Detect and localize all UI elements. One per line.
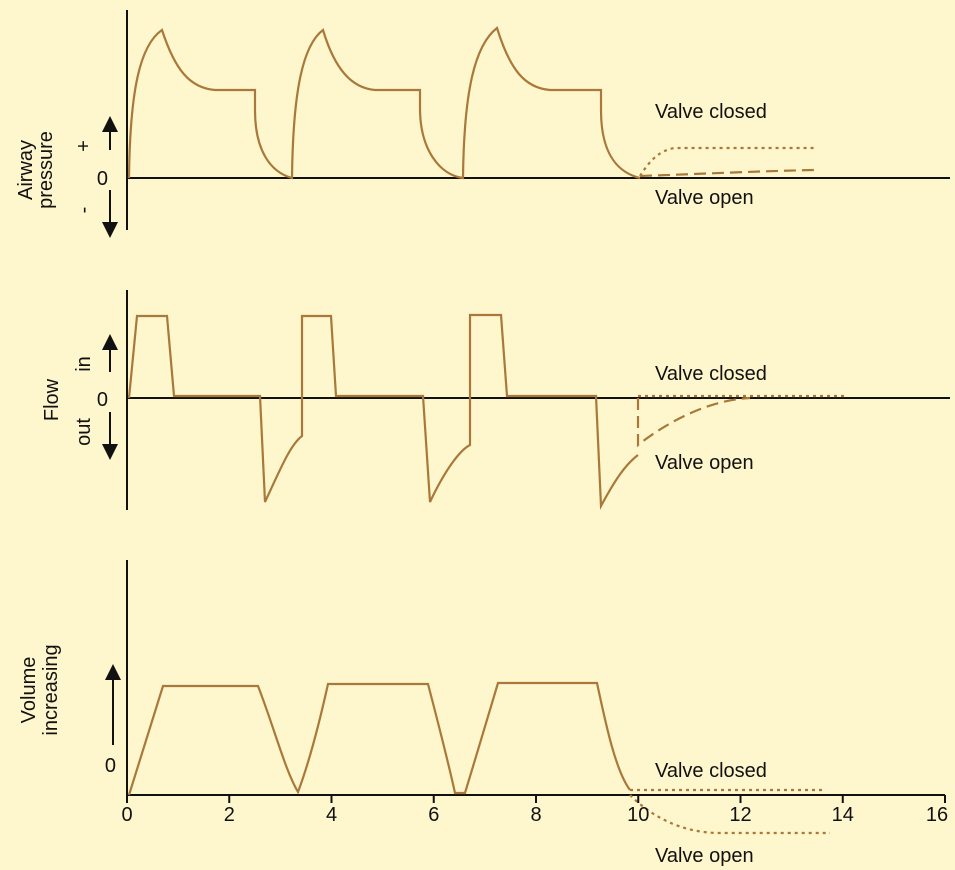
x-tick-label: 6 [428, 804, 439, 826]
pressure-panel: Airway pressure + - 0 Valve closed Valve… [15, 10, 950, 238]
x-tick-label: 12 [729, 804, 751, 826]
zero-label: 0 [97, 168, 108, 190]
x-ticks: 0 2 4 6 8 10 12 14 16 [121, 795, 948, 826]
out-label: out [73, 418, 95, 446]
y-label: Flow [41, 378, 63, 421]
flow-panel: Flow in out 0 Valve closed Valve open [41, 290, 950, 511]
x-tick-label: 16 [926, 804, 948, 826]
valve-closed-label: Valve closed [655, 101, 767, 123]
x-tick-label: 14 [832, 804, 854, 826]
out-label: - [73, 207, 95, 214]
zero-label: 0 [97, 389, 108, 411]
volume-panel: Volume increasing 0 Valve closed Valve o… [18, 560, 948, 867]
valve-closed-label: Valve closed [655, 363, 767, 385]
y-label: Volume [18, 657, 40, 724]
valve-closed-label: Valve closed [655, 760, 767, 782]
valve-open-curve [629, 794, 830, 835]
x-tick-label: 2 [224, 804, 235, 826]
x-tick-label: 0 [121, 804, 132, 826]
valve-open-curve [639, 168, 816, 178]
valve-open-curve [636, 396, 751, 448]
x-tick-label: 10 [627, 804, 649, 826]
valve-open-label: Valve open [655, 845, 754, 867]
flow-curve [127, 313, 639, 511]
y-label: pressure [35, 131, 57, 209]
in-label: + [73, 140, 95, 152]
valve-open-label: Valve open [655, 187, 754, 209]
volume-curve [127, 681, 631, 796]
y-label: Airway [15, 140, 37, 200]
y-label: increasing [40, 644, 62, 735]
x-tick-label: 4 [326, 804, 337, 826]
zero-label: 0 [105, 755, 116, 777]
in-label: in [73, 356, 95, 372]
valve-open-label: Valve open [655, 452, 754, 474]
pressure-curve [127, 26, 641, 180]
x-tick-label: 8 [530, 804, 541, 826]
